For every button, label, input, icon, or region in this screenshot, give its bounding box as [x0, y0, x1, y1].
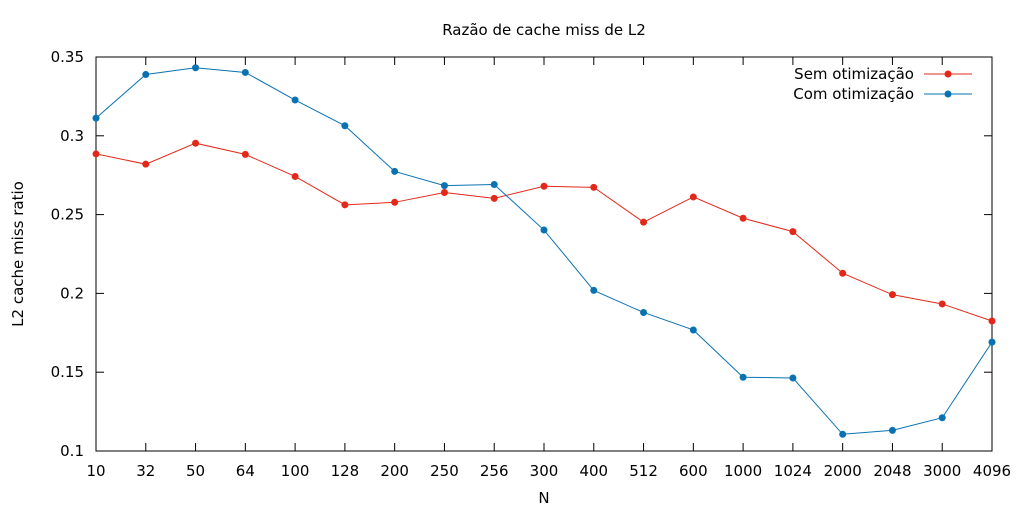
x-tick-label: 250 [430, 462, 459, 480]
y-tick-label: 0.15 [51, 363, 84, 381]
y-tick-label: 0.2 [60, 284, 84, 302]
data-point-series-1 [689, 193, 697, 201]
x-tick-label: 32 [136, 462, 155, 480]
y-tick-label: 0.1 [60, 442, 84, 460]
data-point-series-2 [440, 182, 448, 190]
data-point-series-1 [341, 201, 349, 209]
data-point-series-2 [689, 326, 697, 334]
data-point-series-1 [391, 198, 399, 206]
x-tick-label: 300 [530, 462, 559, 480]
data-point-series-2 [391, 167, 399, 175]
data-point-series-1 [739, 214, 747, 222]
x-tick-label: 2000 [824, 462, 862, 480]
data-point-series-2 [938, 414, 946, 422]
series-line-2 [95, 67, 993, 435]
data-point-series-1 [241, 150, 249, 158]
data-point-series-2 [640, 308, 648, 316]
data-point-series-2 [192, 64, 200, 72]
data-point-series-1 [590, 183, 598, 191]
y-tick-label: 0.3 [60, 127, 84, 145]
data-point-series-2 [888, 426, 896, 434]
data-point-series-1 [789, 228, 797, 236]
data-point-series-2 [590, 286, 598, 294]
data-point-series-2 [341, 122, 349, 130]
x-tick-label: 400 [579, 462, 608, 480]
data-point-series-1 [440, 189, 448, 197]
data-point-series-2 [739, 373, 747, 381]
data-point-series-1 [142, 160, 150, 168]
data-point-series-2 [988, 338, 996, 346]
y-axis-label: L2 cache miss ratio [9, 181, 27, 327]
x-tick-label: 200 [380, 462, 409, 480]
legend-label-1: Sem otimização [794, 65, 914, 83]
x-tick-label: 600 [679, 462, 708, 480]
y-tick-label: 0.25 [51, 206, 84, 224]
x-tick-label: 128 [331, 462, 360, 480]
x-tick-label: 4096 [973, 462, 1011, 480]
data-point-series-2 [540, 226, 548, 234]
series-layer [92, 64, 996, 438]
data-point-series-1 [938, 300, 946, 308]
x-tick-label: 2048 [873, 462, 911, 480]
x-tick-label: 50 [186, 462, 205, 480]
data-point-series-1 [839, 269, 847, 277]
x-tick-label: 64 [236, 462, 255, 480]
data-point-series-2 [142, 70, 150, 78]
chart-title: Razão de cache miss de L2 [442, 21, 646, 39]
data-point-series-2 [92, 114, 100, 122]
legend: Sem otimização Com otimização [793, 65, 972, 103]
x-tick-label: 256 [480, 462, 509, 480]
data-point-series-1 [490, 194, 498, 202]
legend-marker-2 [944, 90, 952, 98]
x-tick-label: 512 [629, 462, 658, 480]
y-axis: 0.1 0.15 0.2 0.25 0.3 0.35 [51, 48, 992, 460]
legend-marker-1 [944, 70, 952, 78]
data-point-series-1 [92, 150, 100, 158]
data-point-series-1 [640, 218, 648, 226]
x-axis: 10 32 50 64 100 128 200 250 256 300 400 512 600 1000 1… [86, 57, 1011, 480]
x-tick-label: 10 [86, 462, 105, 480]
x-tick-label: 3000 [923, 462, 961, 480]
data-point-series-2 [291, 96, 299, 104]
data-point-series-2 [490, 180, 498, 188]
data-point-series-1 [291, 172, 299, 180]
legend-label-2: Com otimização [793, 85, 914, 103]
y-tick-label: 0.35 [51, 48, 84, 66]
x-tick-label: 1000 [724, 462, 762, 480]
data-point-series-1 [540, 182, 548, 190]
x-axis-label: N [538, 489, 549, 507]
data-point-series-1 [888, 291, 896, 299]
x-tick-label: 1024 [774, 462, 812, 480]
x-tick-label: 100 [281, 462, 310, 480]
data-point-series-1 [988, 317, 996, 325]
data-point-series-1 [192, 139, 200, 147]
plot-frame [95, 56, 993, 452]
data-point-series-2 [241, 68, 249, 76]
data-point-series-2 [839, 430, 847, 438]
data-point-series-2 [789, 374, 797, 382]
